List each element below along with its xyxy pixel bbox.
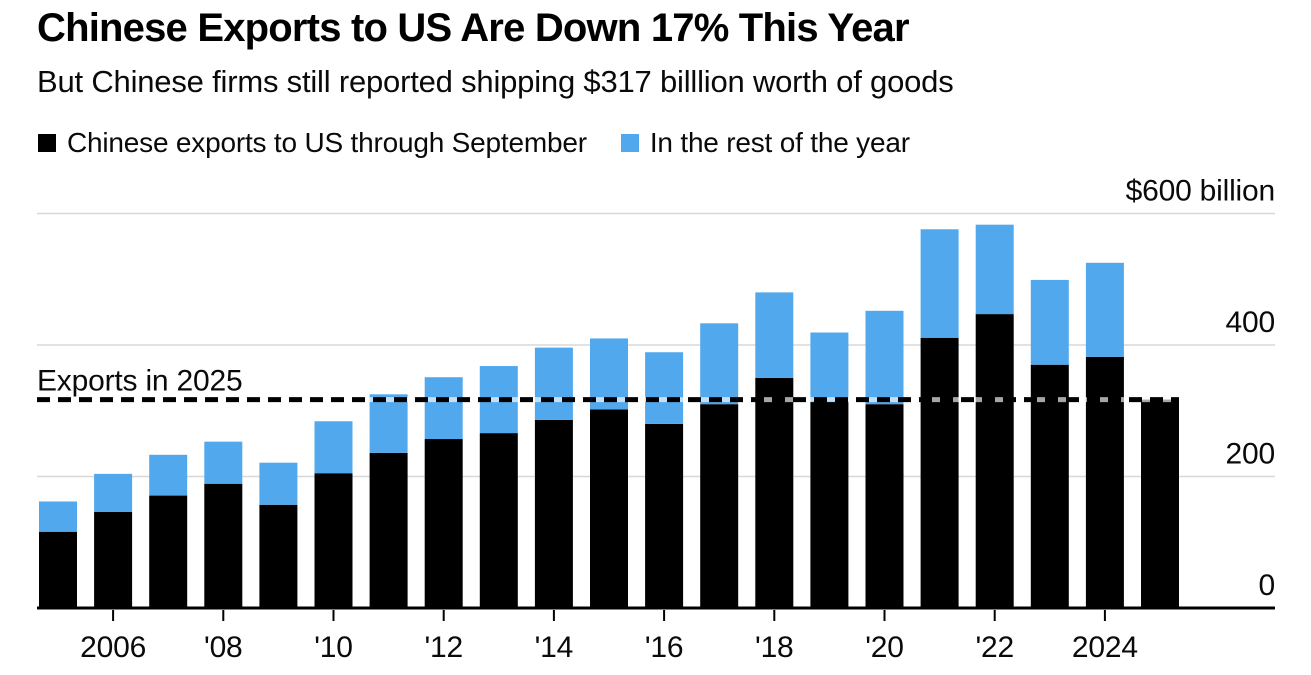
legend-label-through-september: Chinese exports to US through September xyxy=(67,127,587,158)
bar-2017-rest-of-year xyxy=(700,323,739,405)
bar-2022-rest-of-year xyxy=(975,224,1014,315)
legend-item-through-september: Chinese exports to US through September xyxy=(38,127,587,159)
bar-2012-through-september xyxy=(424,439,463,608)
x-axis-label-2022: '22 xyxy=(975,631,1014,664)
x-axis-label-2008: '08 xyxy=(204,631,243,664)
bar-2014-rest-of-year xyxy=(534,347,573,420)
chart-subtitle: But Chinese firms still reported shippin… xyxy=(37,64,954,99)
bar-2016-through-september xyxy=(645,423,684,608)
x-axis-label-2024: 2024 xyxy=(1072,631,1138,664)
x-axis-label-2006: 2006 xyxy=(80,631,146,664)
x-axis-line xyxy=(37,606,1275,610)
bar-2024-through-september xyxy=(1085,356,1124,608)
bar-2025-through-september xyxy=(1141,399,1179,608)
bar-2008-rest-of-year xyxy=(204,441,243,484)
bar-2013-through-september xyxy=(479,433,518,608)
bar-2011-through-september xyxy=(369,452,408,608)
bar-2017-through-september xyxy=(700,404,739,608)
bar-2023-through-september xyxy=(1030,364,1069,608)
legend-swatch-black xyxy=(38,134,56,152)
legend-label-rest-of-year: In the rest of the year xyxy=(649,127,910,158)
bar-2010-through-september xyxy=(314,473,353,608)
bar-2021-rest-of-year xyxy=(920,229,959,338)
bar-2019-rest-of-year xyxy=(810,332,849,402)
bar-2018-rest-of-year xyxy=(755,292,794,378)
x-axis-label-2020: '20 xyxy=(865,631,904,664)
bar-2008-through-september xyxy=(204,483,243,608)
y-axis-label-0: 0 xyxy=(1259,569,1276,602)
bar-2020-rest-of-year xyxy=(865,310,904,405)
bar-2012-rest-of-year xyxy=(424,377,463,440)
chart-title: Chinese Exports to US Are Down 17% This … xyxy=(37,6,910,50)
x-axis-label-2010: '10 xyxy=(314,631,353,664)
bar-2011-rest-of-year xyxy=(369,394,408,453)
bar-2018-through-september xyxy=(755,377,794,608)
bar-2005-through-september xyxy=(39,531,77,608)
bar-2007-rest-of-year xyxy=(149,454,188,496)
x-axis-label-2012: '12 xyxy=(424,631,463,664)
bar-2009-through-september xyxy=(259,504,298,608)
bar-2016-rest-of-year xyxy=(645,352,684,424)
bar-2010-rest-of-year xyxy=(314,421,353,474)
bar-2007-through-september xyxy=(149,495,188,608)
bar-2009-rest-of-year xyxy=(259,462,298,505)
bar-2014-through-september xyxy=(534,419,573,608)
reference-line-label: Exports in 2025 xyxy=(37,365,242,398)
bar-2024-rest-of-year xyxy=(1085,262,1124,357)
bar-2006-rest-of-year xyxy=(94,473,133,513)
bar-2006-through-september xyxy=(94,512,133,608)
bar-2020-through-september xyxy=(865,404,904,608)
x-axis-label-2018: '18 xyxy=(755,631,794,664)
legend-item-rest-of-year: In the rest of the year xyxy=(620,127,910,159)
bar-2021-through-september xyxy=(920,337,959,608)
x-axis-label-2014: '14 xyxy=(535,631,574,664)
chart-legend: Chinese exports to US through September … xyxy=(38,127,910,159)
y-axis-label-400: 400 xyxy=(1226,306,1275,339)
bar-2022-through-september xyxy=(975,314,1014,608)
legend-swatch-blue xyxy=(620,134,639,152)
x-axis-label-2016: '16 xyxy=(645,631,684,664)
bar-2023-rest-of-year xyxy=(1030,279,1069,365)
y-axis-label-600: $600 billion xyxy=(1126,175,1275,208)
bar-2015-through-september xyxy=(590,409,628,608)
bar-2005-rest-of-year xyxy=(39,501,77,532)
bar-2019-through-september xyxy=(810,401,849,608)
y-axis-label-200: 200 xyxy=(1226,438,1275,471)
